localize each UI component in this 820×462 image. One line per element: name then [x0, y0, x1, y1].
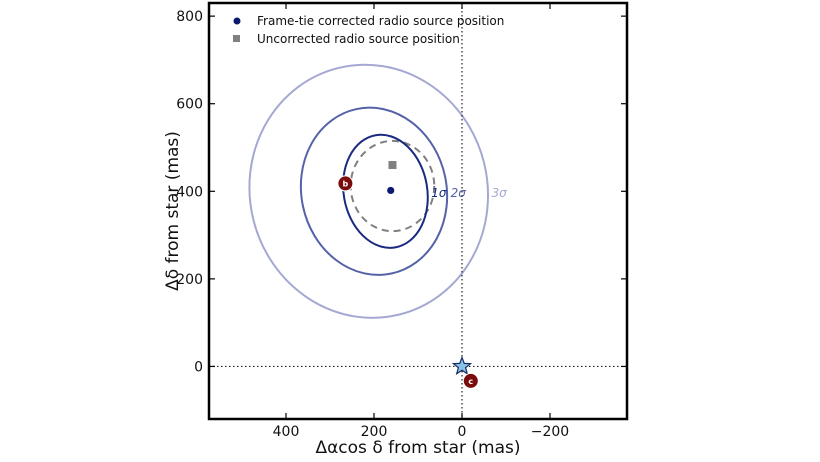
x-tick-label: 0: [458, 424, 467, 440]
y-tick-label: 800: [176, 9, 203, 25]
legend-marker-uncorrected: [233, 35, 240, 42]
sigma-label-2: 2σ: [451, 186, 467, 200]
x-tick-label: −200: [531, 424, 569, 440]
marker-b-circle: [337, 175, 354, 192]
y-tick-label: 200: [176, 272, 203, 288]
legend: Frame-tie corrected radio source positio…: [233, 14, 504, 46]
x-axis-title: Δαcos δ from star (mas): [315, 438, 520, 458]
y-axis-title: Δδ from star (mas): [163, 131, 183, 291]
ellipse-3-sigma: [248, 63, 490, 319]
y-tick-label: 0: [194, 359, 203, 375]
marker-b-letter: b: [343, 179, 349, 188]
ellipse-2-sigma: [299, 106, 449, 276]
x-tick-label: 200: [361, 424, 388, 440]
legend-label-uncorrected: Uncorrected radio source position: [257, 32, 460, 46]
ellipse-group: [248, 63, 490, 319]
marker-b: b: [337, 175, 354, 192]
x-axis-ticks: 400 200 0 −200: [273, 3, 569, 440]
uncorrected-position-point: [388, 161, 397, 170]
marker-c-circle: [462, 372, 479, 389]
y-tick-label: 600: [176, 97, 203, 113]
ellipse-uncorrected-dashed: [349, 139, 436, 233]
plot-frame: [207, 1, 629, 421]
star-marker: [451, 355, 473, 376]
marker-c: c: [462, 372, 479, 389]
sigma-label-1: 1σ: [431, 186, 447, 200]
marker-c-letter: c: [468, 377, 473, 386]
y-tick-label: 400: [176, 184, 203, 200]
legend-marker-corrected: [233, 17, 241, 25]
legend-label-corrected: Frame-tie corrected radio source positio…: [257, 14, 504, 28]
sigma-label-3: 3σ: [492, 186, 508, 200]
ellipse-1-sigma: [342, 133, 429, 249]
corrected-position-point: [387, 186, 395, 195]
x-tick-label: 400: [273, 424, 300, 440]
y-axis-ticks: 0 200 400 600 800: [176, 9, 627, 375]
